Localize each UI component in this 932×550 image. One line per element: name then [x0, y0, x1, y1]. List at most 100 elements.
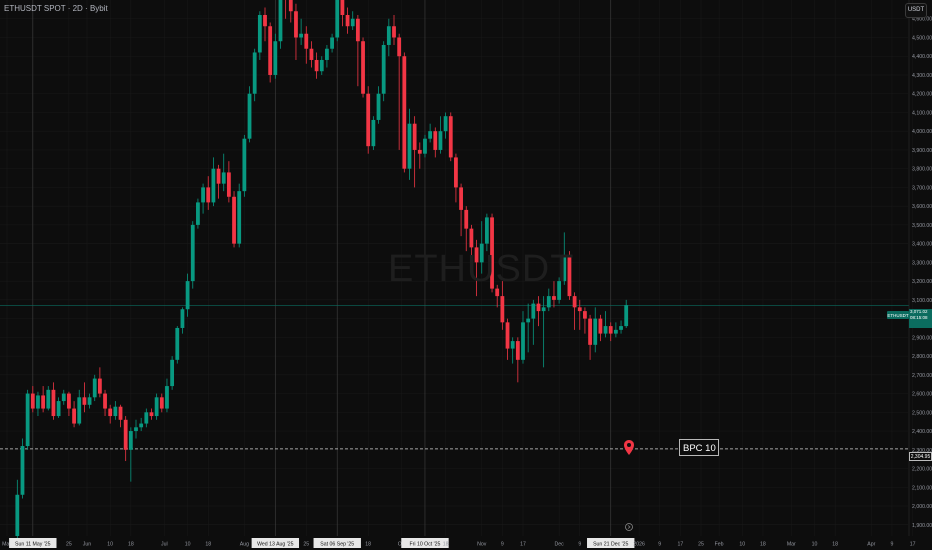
- time-tick-label: 18: [832, 542, 838, 548]
- candle-up: [624, 305, 629, 327]
- candle-up: [242, 138, 247, 192]
- candle-up: [521, 322, 525, 360]
- time-tick-label: Nov: [477, 542, 487, 548]
- candle-down: [567, 254, 572, 297]
- candle-down: [118, 406, 123, 420]
- candle-up: [603, 326, 608, 334]
- candle-down: [149, 412, 154, 417]
- time-tick-highlight: [251, 538, 300, 548]
- candle-up: [134, 427, 138, 432]
- price-tick-label: 4,600.00: [912, 17, 932, 23]
- candle-up: [175, 327, 180, 360]
- candle-up: [237, 191, 242, 244]
- candle-up: [557, 281, 562, 300]
- candle-up: [428, 131, 433, 139]
- time-tick-label: 25: [698, 542, 704, 548]
- candle-up: [386, 26, 391, 45]
- price-tick-label: 2,700.00: [912, 373, 932, 379]
- time-tick-label: Apr: [867, 542, 875, 548]
- candle-down: [572, 296, 577, 308]
- candle-up: [87, 397, 92, 405]
- candle-down: [505, 322, 510, 349]
- candle-up: [319, 59, 324, 72]
- candle-down: [108, 408, 113, 417]
- candle-up: [196, 202, 200, 225]
- time-tick-label: 10: [107, 542, 113, 548]
- time-tick-label: Sun 11 May '25: [15, 542, 51, 548]
- price-tick-label: 3,500.00: [912, 223, 932, 229]
- price-tick-label: 3,700.00: [912, 185, 932, 191]
- last-price-tag: 3,071.02 08:15:08: [909, 309, 932, 328]
- candle-up: [443, 116, 448, 132]
- price-tick-label: 2,600.00: [912, 392, 932, 398]
- time-tick-label: 17: [520, 542, 526, 548]
- price-tick-label: 2,800.00: [912, 354, 932, 360]
- candle-down: [552, 296, 556, 300]
- candle-down: [355, 18, 360, 42]
- candle-up: [526, 318, 531, 323]
- time-tick-label: 9: [890, 542, 893, 548]
- candle-down: [536, 303, 541, 312]
- candle-up: [273, 41, 278, 75]
- candle-down: [474, 247, 479, 263]
- time-tick-highlight: [587, 538, 635, 548]
- price-tick-label: 3,800.00: [912, 167, 932, 173]
- dividend-event-icon[interactable]: [625, 522, 633, 532]
- candle-up: [92, 378, 97, 398]
- candle-up: [257, 14, 262, 53]
- time-tick-label: 18: [760, 542, 766, 548]
- candle-down: [454, 157, 458, 188]
- time-tick-label: 10: [185, 542, 191, 548]
- chart-grid: [0, 0, 913, 536]
- time-tick-label: 10: [739, 542, 745, 548]
- candle-down: [67, 393, 71, 409]
- symbol-price-tag-label: ETHUSDT: [887, 313, 909, 318]
- candle-up: [613, 329, 618, 334]
- candle-up: [252, 52, 257, 94]
- candle-down: [159, 397, 164, 409]
- time-tick-label: 25: [303, 542, 309, 548]
- price-tick-label: 3,100.00: [912, 298, 932, 304]
- time-tick-label: 18: [443, 542, 449, 548]
- candle-up: [221, 172, 226, 184]
- price-tick-label: 4,000.00: [912, 129, 932, 135]
- candle-down: [469, 228, 474, 248]
- candle-up: [201, 187, 205, 203]
- candle-down: [490, 217, 494, 289]
- candle-down: [361, 41, 365, 94]
- candle-up: [25, 393, 30, 447]
- candle-down: [123, 419, 128, 450]
- horizontal-line-price-tag: 2,304.95: [909, 452, 932, 461]
- time-tick-label: May: [2, 542, 12, 548]
- candle-up: [335, 0, 340, 38]
- candle-up: [113, 406, 118, 417]
- candle-up: [350, 18, 355, 27]
- candle-down: [314, 59, 319, 72]
- candle-down: [459, 187, 463, 210]
- bpc-text-label[interactable]: BPC 10: [679, 439, 719, 456]
- time-tick-label: Jul: [161, 542, 168, 548]
- candle-down: [366, 93, 371, 147]
- candle-down: [82, 397, 87, 405]
- price-tick-label: 2,500.00: [912, 410, 932, 416]
- candle-down: [598, 318, 603, 334]
- currency-button[interactable]: USDT: [905, 3, 927, 18]
- candle-down: [340, 0, 345, 15]
- candle-up: [180, 309, 185, 328]
- candle-up: [247, 93, 252, 139]
- location-pin-icon[interactable]: [624, 440, 634, 456]
- time-tick-label: Dec: [555, 542, 565, 548]
- candle-down: [309, 48, 314, 60]
- time-tick-label: 9: [658, 542, 661, 548]
- candle-down: [392, 26, 396, 38]
- candle-down: [30, 393, 35, 409]
- candle-down: [417, 149, 422, 154]
- candle-down: [345, 14, 350, 27]
- symbol-watermark: ETHUSDT: [388, 248, 575, 290]
- candle-up: [190, 224, 195, 282]
- candle-up: [36, 395, 40, 409]
- candle-down: [294, 11, 298, 38]
- candle-down: [608, 326, 613, 334]
- price-tick-label: 4,100.00: [912, 110, 932, 116]
